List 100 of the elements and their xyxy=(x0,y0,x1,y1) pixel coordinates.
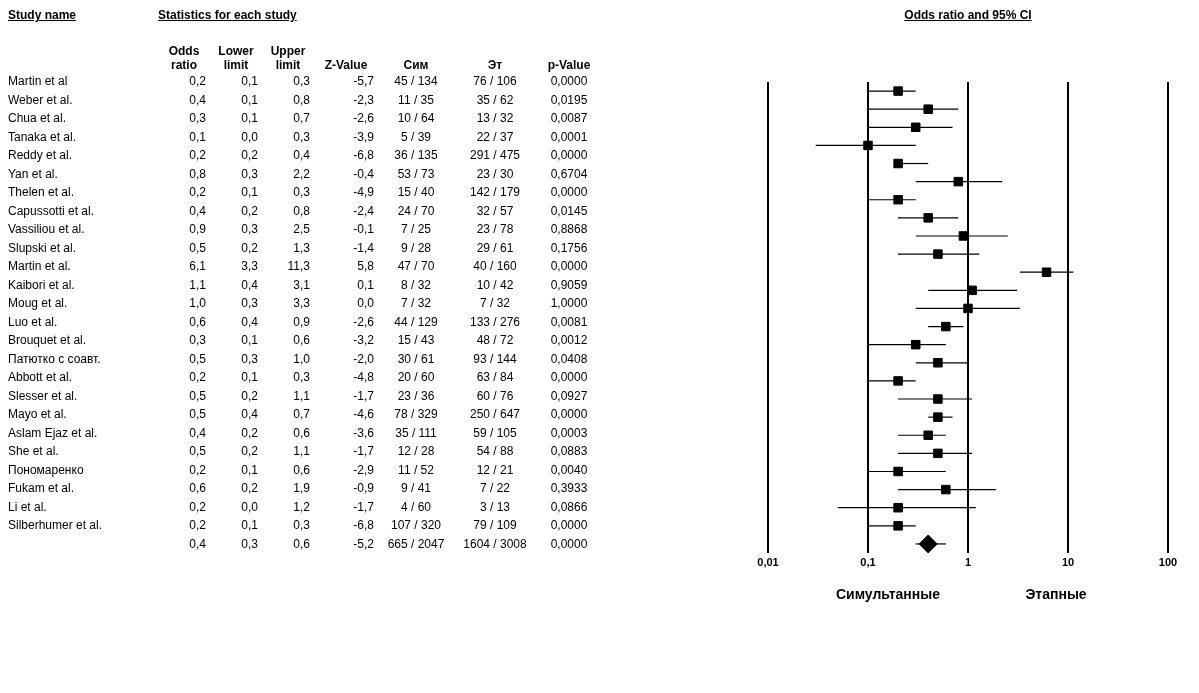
text: 0,4 xyxy=(189,536,206,551)
text: 9 / 41 xyxy=(400,481,432,496)
category-label: Weber et al. xyxy=(8,92,73,107)
text: 7 / 25 xyxy=(400,222,432,237)
text: 4 / 60 xyxy=(400,499,432,514)
text: 1,0000 xyxy=(550,296,588,311)
text: 0,1 xyxy=(241,92,258,107)
category-label: p-Value xyxy=(546,57,592,72)
text: -0,9 xyxy=(353,481,374,496)
text: 0,2 xyxy=(189,148,206,163)
category-label: Slesser et al. xyxy=(8,388,78,403)
text: 24 / 70 xyxy=(397,203,435,218)
text: -4,8 xyxy=(353,370,374,385)
text: -3,2 xyxy=(353,333,374,348)
text: -0,4 xyxy=(353,166,374,181)
category-label: Abbott et al. xyxy=(8,370,73,385)
text: 0,0000 xyxy=(550,74,588,89)
category-label: Патютко с соавт. xyxy=(8,351,101,366)
category-label: Lower limit xyxy=(217,43,255,72)
text: 36 / 135 xyxy=(394,148,438,163)
text: Симультанные xyxy=(835,586,941,602)
text: 44 / 129 xyxy=(394,314,438,329)
text: 0,1 xyxy=(241,370,258,385)
text: 23 / 36 xyxy=(397,388,435,403)
text: 0,2 xyxy=(241,425,258,440)
text: 1,1 xyxy=(189,277,206,292)
text: 0,0000 xyxy=(550,536,588,551)
category-label: Silberhumer et al. xyxy=(8,518,103,533)
text: 48 / 72 xyxy=(476,333,514,348)
text: 0,3 xyxy=(189,111,206,126)
text: 23 / 78 xyxy=(476,222,514,237)
x-tick-label: 10 xyxy=(1061,555,1075,568)
text: 3,3 xyxy=(241,259,258,274)
text: 7 / 32 xyxy=(400,296,432,311)
text: 0,4 xyxy=(241,277,258,292)
text: 45 / 134 xyxy=(394,74,438,89)
x-tick-label: 100 xyxy=(1158,555,1178,568)
category-label: Upper limit xyxy=(269,43,307,72)
text: 0,3 xyxy=(293,129,310,144)
text: 0,7 xyxy=(293,111,310,126)
text: 0,0000 xyxy=(550,185,588,200)
text: 0,1 xyxy=(241,462,258,477)
text: 0,0000 xyxy=(550,259,588,274)
category-label: Эт xyxy=(486,57,504,72)
text: 0,6704 xyxy=(550,166,588,181)
text: 1,3 xyxy=(293,240,310,255)
text: 0,4 xyxy=(189,203,206,218)
text: 0,3 xyxy=(293,74,310,89)
text: 0,9059 xyxy=(550,277,588,292)
text: Study name xyxy=(8,8,77,24)
text: -3,6 xyxy=(353,425,374,440)
text: 0,2 xyxy=(241,481,258,496)
text: 0,2 xyxy=(241,240,258,255)
text: 3,3 xyxy=(293,296,310,311)
text: 1,1 xyxy=(293,444,310,459)
text: 0,2 xyxy=(189,185,206,200)
text: -2,9 xyxy=(353,462,374,477)
text: 35 / 62 xyxy=(476,92,514,107)
text: 93 / 144 xyxy=(473,351,517,366)
text: 0,0000 xyxy=(550,518,588,533)
text: -1,7 xyxy=(353,499,374,514)
text: 0,0000 xyxy=(550,370,588,385)
text: 0,4 xyxy=(293,148,310,163)
text: 0,1 xyxy=(189,129,206,144)
category-label: Reddy et al. xyxy=(8,148,73,163)
category-label: Tanaka et al. xyxy=(8,129,77,144)
text: 10 / 42 xyxy=(476,277,514,292)
text: 23 / 30 xyxy=(476,166,514,181)
text: -2,6 xyxy=(353,314,374,329)
text: -6,8 xyxy=(353,518,374,533)
text: 0,1 xyxy=(357,277,374,292)
text: 32 / 57 xyxy=(476,203,514,218)
text: 0,1756 xyxy=(550,240,588,255)
text: 0,6 xyxy=(293,536,310,551)
text: 5,8 xyxy=(357,259,374,274)
text: -1,7 xyxy=(353,444,374,459)
text: 29 / 61 xyxy=(476,240,514,255)
text: 0,8 xyxy=(293,92,310,107)
text: 0,0012 xyxy=(550,333,588,348)
text: 20 / 60 xyxy=(397,370,435,385)
text: -4,9 xyxy=(353,185,374,200)
text: 133 / 276 xyxy=(469,314,521,329)
text: 0,3 xyxy=(189,333,206,348)
text: -0,1 xyxy=(353,222,374,237)
text: 11,3 xyxy=(287,259,310,274)
text: -1,7 xyxy=(353,388,374,403)
text: 0,1 xyxy=(241,74,258,89)
text: 0,2 xyxy=(189,370,206,385)
text: 0,9 xyxy=(189,222,206,237)
text: -2,6 xyxy=(353,111,374,126)
text: 79 / 109 xyxy=(473,518,517,533)
text: 60 / 76 xyxy=(476,388,514,403)
text: 0,2 xyxy=(241,388,258,403)
text: 0,0408 xyxy=(550,351,588,366)
text: 291 / 475 xyxy=(469,148,521,163)
text: 0,5 xyxy=(189,407,206,422)
text: 59 / 105 xyxy=(473,425,517,440)
text: 0,0087 xyxy=(550,111,588,126)
text: -2,3 xyxy=(353,92,374,107)
text: 0,2 xyxy=(189,74,206,89)
